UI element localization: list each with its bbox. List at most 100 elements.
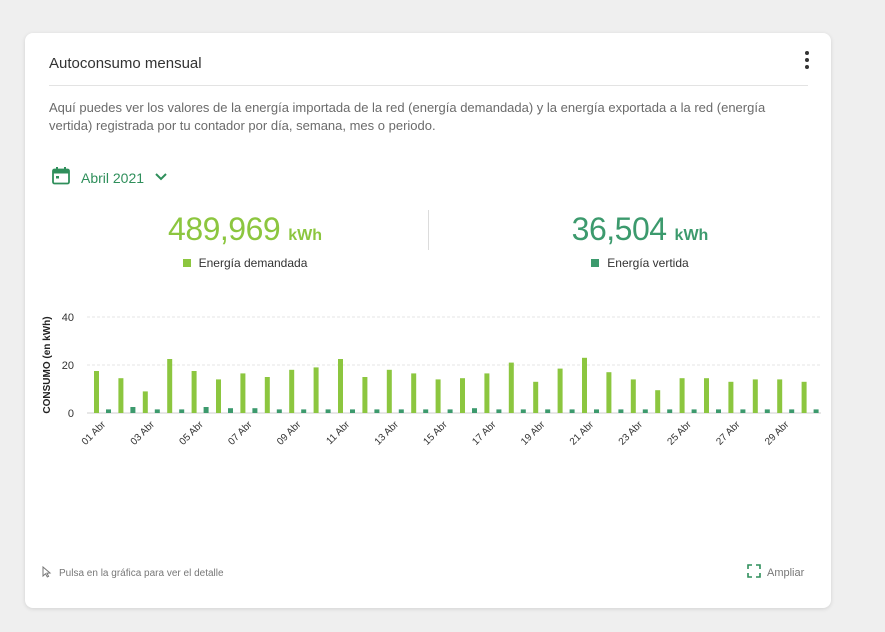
x-tick-label: 25 Abr (665, 419, 694, 448)
kpi-demanded-value: 489,969 (168, 211, 281, 247)
bar-exported (716, 409, 721, 413)
bar-demanded (655, 390, 661, 413)
expand-icon (747, 564, 761, 581)
bar-demanded (484, 373, 490, 413)
bar-exported (398, 409, 404, 413)
bar-exported (691, 409, 697, 413)
bar-exported (642, 409, 648, 413)
bar-demanded (240, 373, 246, 413)
bar-exported (667, 409, 673, 413)
bar-exported (472, 408, 477, 413)
consumption-bar-chart[interactable]: 0 20 40 CONSUMO (en kWh) 01 Abr 03 Abr 05 Abr 0… (25, 33, 831, 493)
bar-demanded (704, 378, 709, 413)
bar-demanded (557, 368, 563, 413)
bar-exported (179, 409, 185, 413)
legend-swatch-exported (591, 259, 600, 267)
card-title: Autoconsumo mensual (49, 55, 202, 72)
x-tick-label: 17 Abr (470, 419, 499, 448)
title-divider (49, 85, 808, 86)
period-selector[interactable]: Abril 2021 (51, 166, 168, 191)
y-axis-label: CONSUMO (en kWh) (42, 316, 53, 413)
bar-demanded (191, 371, 197, 413)
legend-swatch-demanded (182, 259, 191, 267)
bar-exported (764, 409, 770, 413)
bar-demanded (289, 369, 295, 413)
bar-demanded (362, 377, 368, 413)
x-tick-label: 03 Abr (129, 419, 158, 448)
bar-demanded (94, 371, 99, 413)
bar-exported (252, 408, 258, 413)
bar-exported (228, 408, 233, 413)
bar-demanded (728, 381, 734, 413)
bar-demanded (606, 372, 612, 413)
bar-exported (618, 409, 624, 413)
bar-exported (423, 409, 429, 413)
bar-demanded (338, 359, 343, 413)
bar-exported (789, 409, 795, 413)
bar-demanded (118, 378, 124, 413)
x-tick-label: 11 Abr (324, 419, 352, 447)
y-tick-label: 40 (62, 312, 74, 324)
bar-demanded (386, 369, 392, 413)
bar-demanded (801, 381, 807, 413)
bar-demanded (582, 357, 587, 413)
bar-exported (106, 409, 111, 413)
x-tick-label: 27 Abr (714, 419, 743, 448)
chart-hint-text: Pulsa en la gráfica para ver el detalle (59, 568, 224, 579)
y-tick-label: 0 (68, 408, 74, 420)
x-tick-label: 15 Abr (421, 419, 450, 448)
monthly-selfconsumption-card: Autoconsumo mensual Aquí puedes ver los … (25, 33, 831, 608)
x-tick-label: 19 Abr (519, 419, 548, 448)
bar-exported (520, 409, 526, 413)
kpi-separator (428, 210, 429, 250)
bar-demanded (435, 379, 441, 413)
x-tick-label: 07 Abr (226, 419, 255, 448)
period-label: Abril 2021 (81, 170, 145, 186)
chevron-down-icon (154, 169, 168, 187)
bar-demanded (142, 391, 148, 413)
bar-exported (154, 409, 160, 413)
kpi-exported-value: 36,504 (571, 211, 667, 247)
bar-exported (813, 409, 819, 413)
bar-demanded (411, 373, 417, 413)
bar-exported (569, 409, 575, 413)
bar-exported (594, 409, 599, 413)
legend-label-demanded: Energía demandada (198, 256, 308, 270)
bar-demanded (752, 379, 758, 413)
x-tick-label: 21 Abr (568, 419, 597, 448)
bar-exported (496, 409, 502, 413)
x-tick-label: 29 Abr (763, 419, 792, 448)
bar-exported (203, 407, 209, 413)
bar-exported (325, 409, 331, 413)
x-tick-label: 09 Abr (275, 419, 304, 448)
chart-hint: Pulsa en la gráfica para ver el detalle (41, 565, 224, 581)
bar-exported (447, 409, 453, 413)
x-tick-label: 05 Abr (177, 419, 206, 448)
card-description: Aquí puedes ver los valores de la energí… (49, 100, 766, 133)
bar-exported (374, 409, 380, 413)
bar-demanded (679, 378, 685, 413)
kpi-exported: 36,504 kWh Energía vertida (490, 211, 790, 270)
cursor-icon (41, 565, 53, 581)
bar-demanded (167, 359, 173, 413)
kpi-demanded: 489,969 kWh Energía demandada (95, 211, 395, 270)
bar-demanded (460, 378, 465, 413)
bar-demanded (777, 379, 783, 413)
bar-exported (276, 409, 282, 413)
bar-demanded (533, 381, 539, 413)
expand-label: Ampliar (767, 566, 805, 579)
calendar-icon (51, 166, 71, 191)
kpi-demanded-unit: kWh (288, 227, 322, 244)
bar-demanded (630, 379, 636, 413)
expand-button[interactable]: Ampliar (747, 564, 804, 581)
more-options-icon[interactable] (799, 49, 815, 71)
bar-exported (350, 409, 355, 413)
bar-demanded (313, 367, 319, 413)
bar-exported (740, 409, 746, 413)
y-tick-label: 20 (62, 360, 74, 372)
legend-label-exported: Energía vertida (607, 256, 689, 270)
bar-demanded (216, 379, 221, 413)
kpi-exported-unit: kWh (674, 227, 709, 244)
bar-exported (301, 409, 307, 413)
bar-demanded (508, 362, 514, 413)
